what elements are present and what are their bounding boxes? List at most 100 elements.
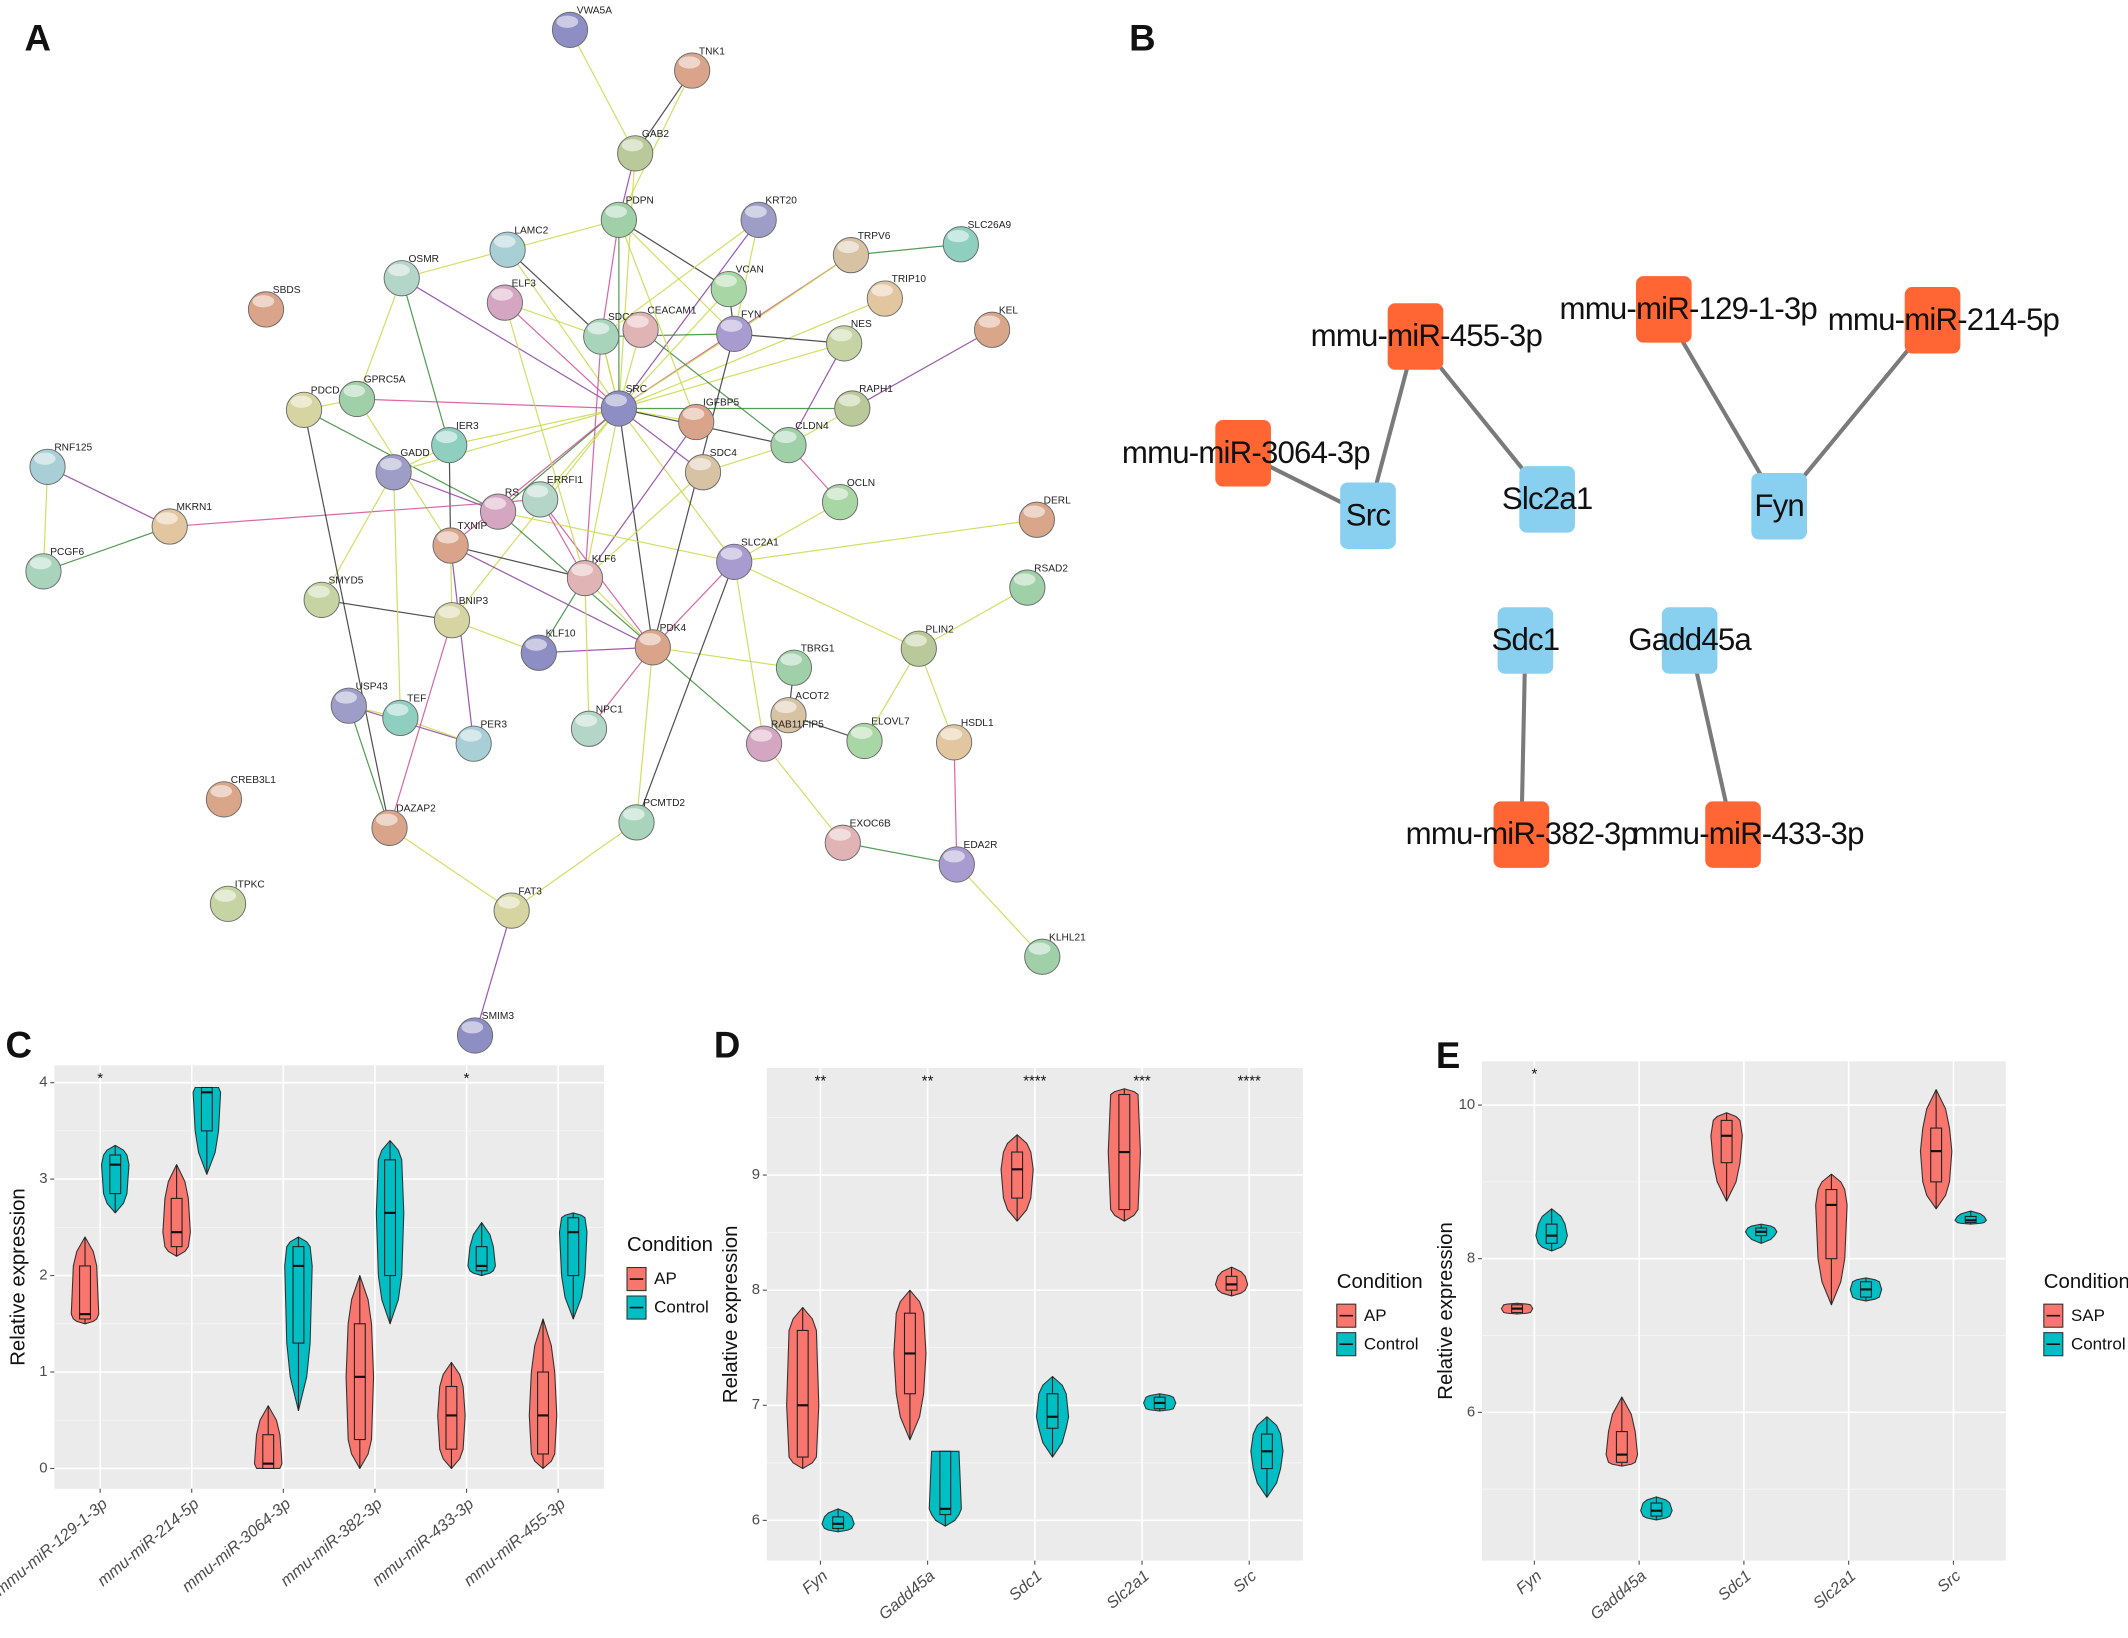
network-node-label: KEL [999,305,1019,316]
network-edge [733,219,760,334]
network-node-label: SLC2A1 [741,538,779,549]
box [1545,1223,1558,1244]
network-node-label: TRIP10 [892,274,927,285]
network-edge [618,342,845,410]
box [537,1371,550,1455]
legend-label: AP [654,1269,677,1288]
network-edge [450,408,620,547]
box [1011,1151,1024,1199]
node-highlight [308,585,330,598]
x-tick-label: Fyn [1513,1567,1545,1598]
network-edge [497,511,735,563]
legend-label: Control [2071,1334,2126,1353]
network-node-label: ELOVL7 [871,717,910,728]
x-tick-label: Sdc1 [1715,1567,1755,1605]
x-tick-label: Src [1934,1567,1964,1596]
network-edge [321,599,453,621]
network-node-label: BNIP3 [459,596,489,607]
y-axis-title: Relative expression [720,1226,742,1404]
node-highlight [774,430,797,444]
node-highlight [437,531,459,544]
network-edge [449,545,475,744]
x-tick-label: Slc2a1 [1103,1567,1153,1613]
node-highlight [1028,942,1051,955]
node-highlight [750,729,773,742]
network-edge [635,561,735,823]
node-highlight [388,263,410,277]
network-node-label: PER3 [480,719,507,730]
network-edge [618,219,735,335]
network-edge [401,249,508,279]
node-highlight [830,329,853,342]
node-highlight [940,728,963,741]
network-edge [356,277,403,400]
y-tick-label: 8 [752,1281,760,1298]
box [1825,1189,1838,1260]
network-node-label: ITPKC [235,880,265,891]
legend-label: AP [1364,1306,1387,1325]
network-node-label: DAZAP2 [396,804,436,815]
network-edge [652,561,735,648]
significance-label: ** [815,1073,827,1090]
network-node-label: SDC4 [710,448,737,459]
plot-background [54,1065,604,1489]
box [170,1197,183,1248]
node-highlight [575,714,598,727]
y-tick-label: 9 [752,1166,760,1183]
box [292,1246,305,1344]
y-tick-label: 3 [39,1170,47,1187]
panel-letter: C [5,1024,31,1065]
node-highlight [33,452,56,465]
node-highlight [252,295,275,308]
network-node-label: SLC26A9 [968,220,1012,231]
x-tick-label: Sdc1 [1006,1567,1046,1605]
network-edge [393,471,499,513]
network-node-label: VCAN [736,265,764,276]
node-highlight [210,785,233,798]
box [445,1385,458,1450]
network-node-label: NES [851,319,872,330]
y-tick-label: 4 [39,1074,47,1091]
mirna-node [1705,801,1761,868]
box [796,1329,809,1458]
box [567,1217,580,1277]
mirna-node [1661,607,1718,674]
network-edge [918,587,1028,650]
legend-label: Control [654,1298,709,1317]
box [79,1265,91,1320]
box [1650,1502,1663,1517]
network-edge [618,153,636,409]
node-highlight [780,653,803,666]
network-node-label: PLIN2 [926,624,955,635]
node-highlight [380,458,402,471]
network-node-label: NPC1 [596,704,623,715]
network-edge [618,408,735,563]
y-tick-label: 6 [1467,1403,1475,1420]
box [1046,1393,1059,1429]
network-node-label: CREB3L1 [231,775,277,786]
network-node-label: KLHL21 [1049,932,1086,943]
network-node-label: SMYD5 [328,576,363,587]
node-highlight [720,319,743,332]
network-node-label: TEF [407,694,426,705]
y-tick-label: 7 [752,1396,760,1413]
network-edge [584,578,590,729]
node-highlight [639,633,661,646]
node-highlight [689,458,712,471]
network-node-label: RAB11FIP5 [771,719,824,730]
box [475,1246,488,1272]
network-edge [618,219,760,409]
y-tick-label: 8 [1467,1250,1475,1267]
x-tick-label: Gadd45a [876,1567,939,1624]
box [939,1450,952,1516]
mirna-node-label: mmu-miR-455-3p [1311,318,1543,353]
x-tick-label: Fyn [799,1567,831,1598]
node-highlight [947,230,970,243]
network-node-label: RNF125 [54,443,92,454]
node-highlight [627,315,649,328]
significance-label: * [97,1070,103,1087]
box [109,1154,122,1195]
network-node-label: GADD [400,448,429,459]
network-node-label: FYN [741,310,761,321]
